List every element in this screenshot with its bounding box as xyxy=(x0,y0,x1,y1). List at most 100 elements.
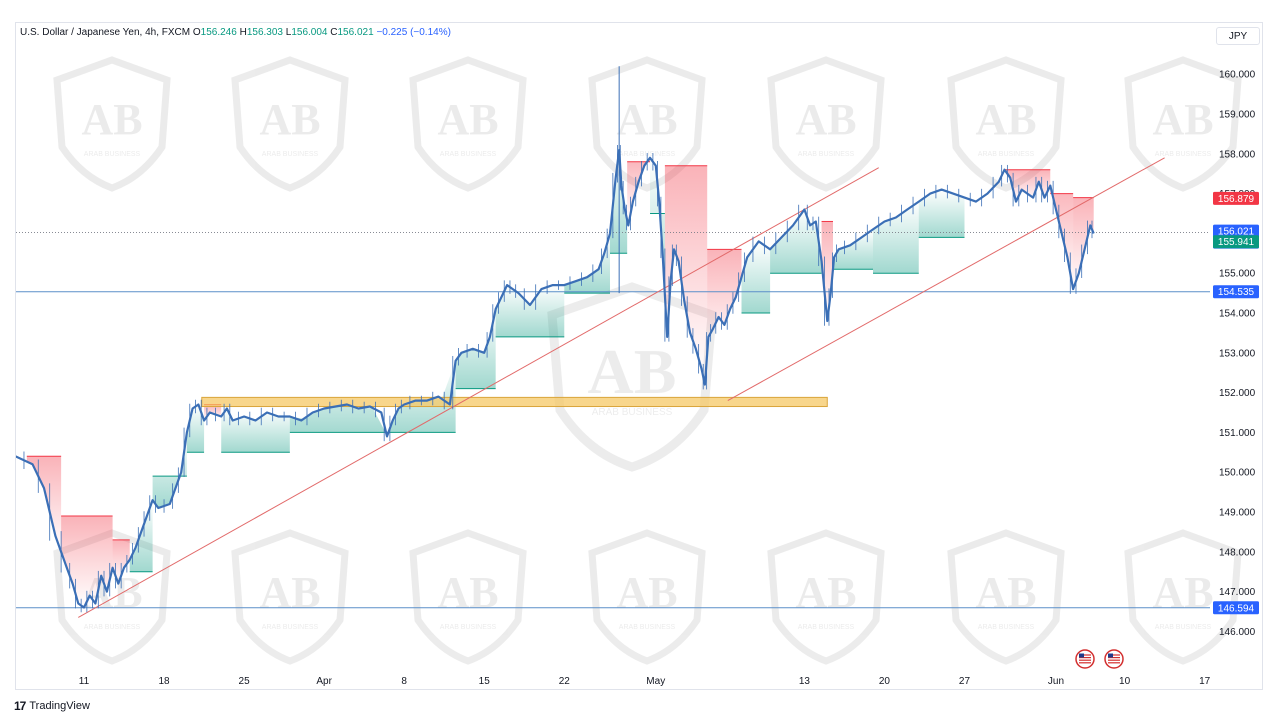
watermark-text: ARAB BUSINESS xyxy=(798,151,855,158)
watermark-shield-icon: AB ARAB BUSINESS xyxy=(1124,529,1242,665)
shield-monogram: AB xyxy=(588,336,677,407)
close-value: 156.021 xyxy=(337,27,374,38)
supertrend-area-7 xyxy=(221,408,290,453)
supertrend-area-13 xyxy=(627,157,651,222)
shield-outline xyxy=(409,529,527,665)
watermark-shield-icon: AB ARAB BUSINESS xyxy=(53,56,171,192)
trendline-1[interactable] xyxy=(727,157,1165,401)
supertrend-area-10 xyxy=(495,285,565,337)
shield-monogram: AB xyxy=(1152,568,1213,617)
x-tick-label: 20 xyxy=(879,676,891,687)
supertrend-area-16 xyxy=(707,249,742,353)
watermark-text: ARAB BUSINESS xyxy=(440,151,497,158)
shield-outline xyxy=(1124,56,1242,192)
footer-brand[interactable]: 17 TradingView xyxy=(14,699,90,713)
supertrend-area-11 xyxy=(564,233,611,294)
shield-monogram: AB xyxy=(616,568,677,617)
supertrend-area-8 xyxy=(289,360,456,435)
low-label: L xyxy=(285,27,292,38)
supertrend-area-14 xyxy=(650,157,665,296)
price-badge-bg xyxy=(1213,191,1259,205)
watermark-text: ARAB BUSINESS xyxy=(1155,624,1212,631)
shield-monogram: AB xyxy=(437,568,498,617)
y-tick-label: 160.000 xyxy=(1219,70,1256,81)
x-tick-label: 11 xyxy=(79,676,90,687)
shield-monogram: AB xyxy=(81,95,142,144)
us-flag-event-icon[interactable] xyxy=(1104,649,1124,669)
watermark-text: ARAB BUSINESS xyxy=(262,151,319,158)
watermark-shield-icon: AB ARAB BUSINESS xyxy=(947,529,1065,665)
watermark-layer: AB ARAB BUSINESS AB ARAB BUSINESS AB ARAB BUS… xyxy=(53,56,1242,665)
trendline-0[interactable] xyxy=(78,167,879,618)
shield-monogram: AB xyxy=(795,568,856,617)
x-tick-label: 13 xyxy=(799,676,811,687)
shield-monogram: AB xyxy=(975,95,1036,144)
shield-outline xyxy=(947,529,1065,665)
time-axis[interactable]: 11 18 25 Apr 8 15 22 May 13 20 27 Jun 10 17 xyxy=(79,676,1211,687)
watermark-text: ARAB BUSINESS xyxy=(262,624,319,631)
support-zone[interactable] xyxy=(201,396,828,408)
x-tick-label: 17 xyxy=(1199,676,1211,687)
shield-monogram: AB xyxy=(259,95,320,144)
y-tick-label: 147.000 xyxy=(1219,587,1256,598)
tradingview-logo-icon: 17 xyxy=(14,699,26,713)
price-badge-bg xyxy=(1213,235,1259,249)
y-tick-label: 150.000 xyxy=(1219,468,1256,479)
supertrend-area-21 xyxy=(873,201,919,274)
x-tick-label: Jun xyxy=(1048,676,1064,687)
y-tick-label: 153.000 xyxy=(1219,348,1256,359)
supertrend-area-2 xyxy=(112,539,130,584)
supertrend-area-25 xyxy=(1073,197,1094,290)
price-badge-label: 155.941 xyxy=(1218,237,1255,248)
us-flag-event-icon[interactable] xyxy=(1075,649,1095,669)
price-path[interactable] xyxy=(15,148,1095,609)
watermark-text: ARAB BUSINESS xyxy=(440,624,497,631)
shield-monogram: AB xyxy=(259,568,320,617)
watermark-shield-icon: AB ARAB BUSINESS xyxy=(767,56,885,192)
price-badge-label: 154.535 xyxy=(1218,287,1255,298)
price-badge-label: 156.879 xyxy=(1218,194,1255,205)
watermark-shield-icon: AB ARAB BUSINESS xyxy=(947,56,1065,192)
flag-canton xyxy=(1079,653,1084,658)
shield-outline xyxy=(409,56,527,192)
watermark-shield-icon: AB ARAB BUSINESS xyxy=(231,529,349,665)
supertrend-area-1 xyxy=(61,515,113,607)
shield-outline xyxy=(588,529,706,665)
close-label: C xyxy=(330,27,338,38)
watermark-shield-icon: AB ARAB BUSINESS xyxy=(588,529,706,665)
price-badges: 156.879156.02102:55:48155.941154.535146.… xyxy=(1213,191,1259,615)
watermark-text: ARAB BUSINESS xyxy=(84,151,141,158)
x-tick-label: 22 xyxy=(559,676,571,687)
open-label: O xyxy=(192,27,201,38)
watermark-text: ARAB BUSINESS xyxy=(978,624,1035,631)
shield-monogram: AB xyxy=(795,95,856,144)
chart-frame xyxy=(15,22,1263,690)
x-tick-label: 18 xyxy=(158,676,170,687)
shield-outline xyxy=(767,529,885,665)
event-circle xyxy=(1075,649,1095,669)
watermark-shield-icon: AB ARAB BUSINESS xyxy=(231,56,349,192)
watermark-text: ARAB BUSINESS xyxy=(798,624,855,631)
price-badge-bg xyxy=(1213,601,1259,615)
event-markers xyxy=(1075,649,1124,669)
supertrend-area-12 xyxy=(610,154,628,254)
y-tick-label: 155.000 xyxy=(1219,269,1256,280)
event-circle xyxy=(1104,649,1124,669)
watermark-text: ARAB BUSINESS xyxy=(978,151,1035,158)
watermark-shield-icon: AB ARAB BUSINESS xyxy=(767,529,885,665)
price-axis[interactable]: 160.000159.000158.000157.000156.000155.0… xyxy=(1219,70,1256,638)
y-tick-label: 148.000 xyxy=(1219,547,1256,558)
price-badge-bg xyxy=(1213,285,1259,299)
x-tick-label: 10 xyxy=(1119,676,1131,687)
price-badge-label: 156.021 xyxy=(1218,227,1255,238)
y-tick-label: 151.000 xyxy=(1219,428,1256,439)
x-tick-label: Apr xyxy=(316,676,332,687)
symbol-header: U.S. Dollar / Japanese Yen, 4h, FXCM O15… xyxy=(20,27,451,38)
flag-canton xyxy=(1108,653,1113,658)
watermark-shield-icon: AB ARAB BUSINESS xyxy=(409,56,527,192)
currency-button[interactable]: JPY xyxy=(1216,27,1260,45)
y-tick-label: 149.000 xyxy=(1219,508,1256,519)
shield-monogram: AB xyxy=(616,95,677,144)
y-tick-label: 146.000 xyxy=(1219,627,1256,638)
